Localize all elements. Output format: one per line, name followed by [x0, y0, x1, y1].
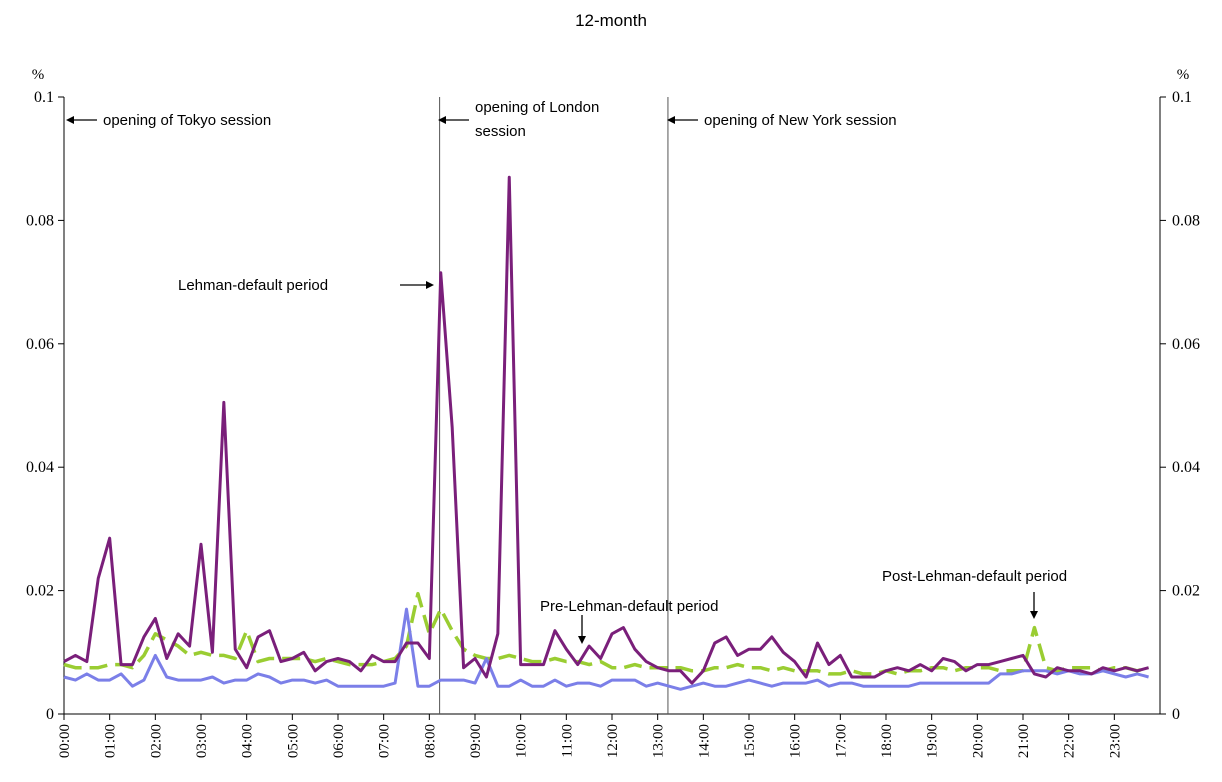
left-y-tick-label: 0.08	[26, 212, 54, 229]
arrow-tokyo	[66, 116, 97, 124]
x-tick-label: 01:00	[103, 724, 119, 758]
x-tick-label: 13:00	[651, 724, 667, 758]
right-y-tick-label: 0.08	[1172, 212, 1200, 229]
series-line-1	[63, 175, 1149, 685]
x-tick-label: 00:00	[57, 724, 73, 758]
arrow-newyork	[667, 116, 698, 124]
right-axis-unit: %	[1177, 67, 1190, 83]
x-tick-label: 05:00	[285, 724, 301, 758]
x-tick-label: 14:00	[696, 724, 712, 758]
left-y-tick-label: 0.06	[26, 336, 54, 353]
x-tick-label: 16:00	[788, 724, 804, 758]
right-y-tick-label: 0.06	[1172, 336, 1200, 353]
series-line-3	[63, 607, 1149, 691]
annotation-london-line2: session	[475, 123, 526, 140]
x-tick-label: 23:00	[1107, 724, 1123, 758]
session-lines	[439, 97, 669, 714]
x-tick-label: 08:00	[422, 724, 438, 758]
x-tick-label: 07:00	[377, 724, 393, 758]
x-tick-label: 10:00	[514, 724, 530, 758]
x-tick-label: 03:00	[194, 724, 210, 758]
left-y-tick-label: 0.02	[26, 583, 54, 600]
arrow-pre-lehman	[578, 615, 586, 644]
annotation-pre-lehman: Pre-Lehman-default period	[540, 598, 718, 615]
series-line-2	[63, 591, 1150, 676]
series-layer	[63, 175, 1150, 691]
x-tick-label: 04:00	[240, 724, 256, 758]
right-y-tick-label: 0.04	[1172, 459, 1200, 476]
x-tick-label: 12:00	[605, 724, 621, 758]
axes: 0 0 0.02 0.02 0.04 0.04 0.06 0.06 0.08 0.08 0.1 0.1…	[26, 89, 1200, 758]
right-y-tick-label: 0	[1172, 706, 1180, 723]
left-y-tick-label: 0	[46, 706, 54, 723]
annotation-lehman: Lehman-default period	[178, 277, 328, 294]
right-y-tick-label: 0.02	[1172, 583, 1200, 600]
left-y-tick-label: 0.1	[34, 89, 54, 106]
x-tick-label: 19:00	[925, 724, 941, 758]
x-tick-label: 21:00	[1016, 724, 1032, 758]
x-tick-label: 02:00	[148, 724, 164, 758]
left-y-tick-label: 0.04	[26, 459, 54, 476]
chart-title: 12-month	[575, 11, 647, 30]
annotation-london: opening of London	[475, 99, 599, 116]
x-tick-label: 15:00	[742, 724, 758, 758]
arrow-post-lehman	[1030, 592, 1038, 619]
annotation-newyork: opening of New York session	[704, 112, 897, 129]
arrow-lehman	[400, 281, 434, 289]
x-tick-label: 06:00	[331, 724, 347, 758]
annotations: opening of Tokyo session opening of Lond…	[66, 99, 1067, 644]
left-axis-unit: %	[32, 67, 45, 83]
x-tick-label: 17:00	[833, 724, 849, 758]
x-tick-label: 20:00	[970, 724, 986, 758]
x-tick-label: 22:00	[1062, 724, 1078, 758]
right-y-tick-label: 0.1	[1172, 89, 1192, 106]
x-tick-label: 18:00	[879, 724, 895, 758]
x-tick-label: 11:00	[559, 724, 575, 758]
x-tick-label: 09:00	[468, 724, 484, 758]
arrow-london	[438, 116, 469, 124]
annotation-post-lehman: Post-Lehman-default period	[882, 568, 1067, 585]
annotation-tokyo: opening of Tokyo session	[103, 112, 271, 129]
